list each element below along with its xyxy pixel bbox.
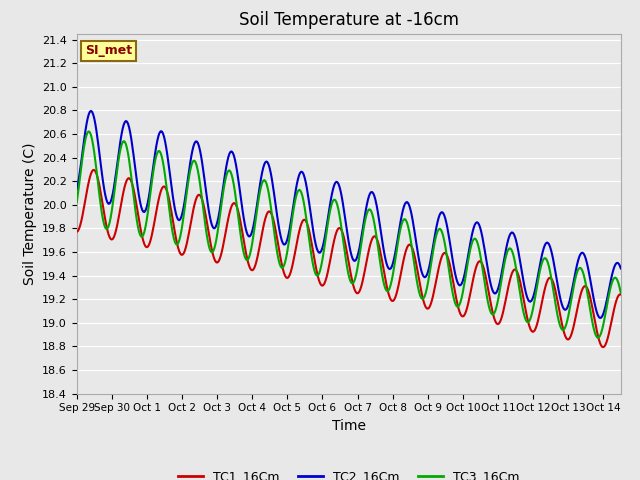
Title: Soil Temperature at -16cm: Soil Temperature at -16cm — [239, 11, 459, 29]
Text: SI_met: SI_met — [85, 44, 132, 58]
Legend: TC1_16Cm, TC2_16Cm, TC3_16Cm: TC1_16Cm, TC2_16Cm, TC3_16Cm — [173, 465, 525, 480]
X-axis label: Time: Time — [332, 419, 366, 433]
Y-axis label: Soil Temperature (C): Soil Temperature (C) — [22, 143, 36, 285]
